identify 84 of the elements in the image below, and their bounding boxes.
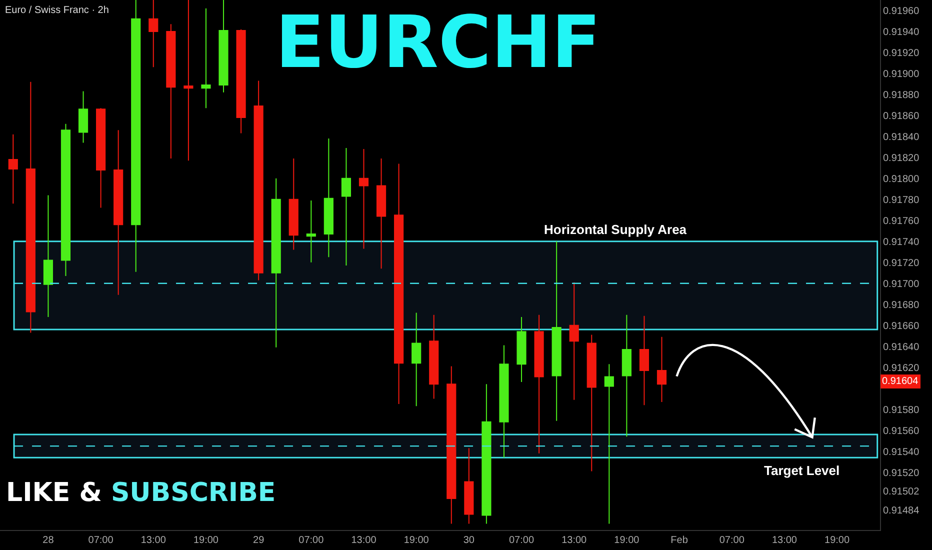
candlestick: [8, 134, 18, 204]
candlestick: [394, 163, 404, 405]
x-tick-label: 07:00: [719, 535, 745, 546]
candlestick: [236, 28, 246, 134]
candlestick: [534, 314, 544, 454]
text: 0.91604: [882, 376, 919, 387]
y-tick-label: 0.91620: [883, 362, 920, 374]
y-tick-label: 0.91840: [883, 132, 920, 143]
candlestick: [429, 314, 439, 400]
candlestick: [516, 316, 526, 383]
x-tick-label: 07:00: [508, 535, 534, 546]
candlestick: [622, 314, 632, 438]
y-tick-label: 0.91900: [883, 68, 920, 80]
x-tick-label: 29: [253, 535, 265, 546]
candlestick: [43, 194, 53, 318]
candlestick: [482, 384, 492, 524]
y-tick-label: 0.91800: [883, 174, 920, 185]
candlestick: [114, 130, 124, 296]
x-tick-label: 13:00: [772, 535, 798, 546]
candlestick: [341, 147, 352, 266]
candlestick: [60, 123, 71, 277]
y-tick-label: 0.91740: [883, 236, 920, 248]
candlestick: [148, 0, 158, 68]
x-tick-label: 19:00: [824, 535, 850, 546]
x-tick-label: 30: [463, 535, 475, 546]
y-tick-label: 0.91720: [883, 258, 920, 269]
candlestick: [306, 200, 316, 263]
x-tick-label: 19:00: [193, 535, 219, 546]
candlestick: [131, 0, 141, 272]
candlestick: [412, 312, 422, 407]
candlestick: [26, 81, 36, 334]
x-tick-label: 07:00: [298, 535, 324, 546]
y-tick-label: 0.91484: [883, 506, 920, 517]
y-tick-label: 0.91660: [883, 320, 920, 332]
x-tick-label: 19:00: [614, 535, 640, 546]
candlestick: [499, 344, 509, 458]
y-tick-label: 0.91920: [883, 48, 920, 59]
x-tick-label: 13:00: [562, 535, 588, 546]
candlestick: [376, 158, 386, 270]
candlestick: [166, 24, 176, 159]
x-tick-label: 07:00: [88, 535, 114, 546]
candlestick: [464, 448, 474, 524]
y-tick-label: 0.91780: [883, 194, 920, 206]
candlestick: [604, 364, 614, 524]
candlestick: [358, 148, 369, 250]
y-tick-label: 0.91580: [883, 404, 920, 416]
y-tick-label: 0.91820: [883, 152, 920, 164]
y-tick-label: 0.91680: [883, 300, 920, 311]
candlestick: [218, 0, 228, 93]
y-tick-label: 0.91860: [883, 110, 920, 122]
x-tick-label: 19:00: [404, 535, 430, 546]
candlestick: [586, 334, 596, 472]
annotation: LIKE & SUBSCRIBE: [6, 478, 276, 508]
y-tick-label: 0.91520: [883, 468, 920, 479]
candlestick: [446, 366, 456, 524]
candlestick: [184, 0, 194, 162]
band-label: Target Level: [764, 463, 840, 478]
y-tick-label: 0.91760: [883, 216, 920, 227]
candlestick: [288, 158, 298, 250]
band-label: Horizontal Supply Area: [544, 222, 688, 237]
candlestick: [569, 282, 579, 400]
x-tick-label: 28: [42, 535, 54, 546]
candlestick: [201, 8, 211, 109]
y-tick-label: 0.91560: [883, 426, 920, 437]
candlestick: [552, 240, 562, 422]
candlestick: [271, 178, 281, 348]
chart-title: EURCHF: [275, 0, 601, 84]
candlestick: [324, 138, 334, 258]
candlestick: [96, 108, 106, 208]
candlestick: [78, 90, 88, 144]
candlestick: [656, 336, 667, 402]
y-tick-label: 0.91640: [883, 342, 920, 353]
y-tick-label: 0.91940: [883, 26, 920, 38]
x-tick-label: 13:00: [351, 535, 377, 546]
x-tick-label: Feb: [670, 535, 688, 546]
y-tick-label: 0.91880: [883, 90, 920, 101]
y-tick-label: 0.91502: [883, 486, 920, 498]
candlestick: [254, 80, 264, 281]
text: Euro / Swiss Franc · 2h: [5, 5, 109, 16]
candlestick: [639, 315, 650, 406]
x-tick-label: 13:00: [140, 535, 166, 546]
y-tick-label: 0.91540: [883, 446, 920, 458]
y-tick-label: 0.91700: [883, 278, 920, 290]
y-tick-label: 0.91960: [883, 6, 920, 17]
